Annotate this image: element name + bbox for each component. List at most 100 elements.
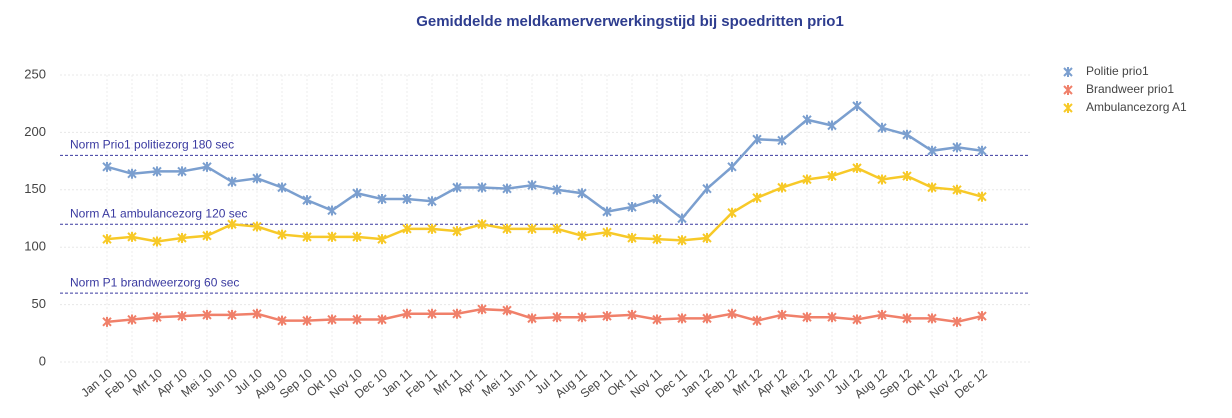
y-tick-label: 0	[39, 353, 46, 368]
point	[677, 313, 687, 324]
point	[252, 308, 262, 319]
point	[427, 196, 437, 207]
point	[827, 312, 837, 323]
point	[902, 171, 912, 182]
point	[777, 182, 787, 193]
y-tick-label: 50	[32, 296, 46, 311]
point	[977, 191, 987, 202]
point	[152, 236, 162, 247]
point	[402, 308, 412, 319]
point	[277, 182, 287, 193]
point	[602, 311, 612, 322]
point	[877, 122, 887, 133]
point	[152, 166, 162, 177]
point	[1063, 67, 1073, 77]
point	[227, 176, 237, 187]
point	[177, 233, 187, 244]
point	[652, 193, 662, 204]
point	[627, 233, 637, 244]
point	[752, 315, 762, 326]
point	[802, 114, 812, 125]
point	[552, 184, 562, 195]
point	[977, 311, 987, 322]
point	[552, 223, 562, 234]
point	[677, 235, 687, 246]
point	[227, 309, 237, 320]
point	[927, 145, 937, 156]
series-line	[106, 166, 983, 243]
point	[377, 193, 387, 204]
point	[502, 223, 512, 234]
point	[752, 134, 762, 145]
point	[577, 312, 587, 323]
point	[102, 316, 112, 327]
y-tick-label: 250	[24, 66, 46, 81]
point	[702, 183, 712, 194]
point	[427, 223, 437, 234]
point	[102, 234, 112, 245]
point	[777, 309, 787, 320]
reference-label: Norm Prio1 politiezorg 180 sec	[70, 138, 234, 152]
point	[527, 313, 537, 324]
point	[727, 207, 737, 218]
legend-label: Brandweer prio1	[1086, 82, 1174, 96]
point	[127, 314, 137, 325]
point	[377, 314, 387, 325]
point	[127, 231, 137, 242]
point	[952, 142, 962, 153]
point	[702, 313, 712, 324]
legend-label: Politie prio1	[1086, 64, 1149, 78]
point	[252, 221, 262, 232]
point	[302, 231, 312, 242]
point	[127, 168, 137, 179]
point	[527, 180, 537, 191]
point	[852, 314, 862, 325]
point	[777, 135, 787, 146]
point	[577, 188, 587, 199]
point	[802, 312, 812, 323]
point	[302, 195, 312, 206]
point	[602, 206, 612, 217]
point	[552, 312, 562, 323]
point	[577, 230, 587, 241]
point	[752, 192, 762, 203]
point	[452, 226, 462, 237]
point	[452, 308, 462, 319]
point	[202, 161, 212, 172]
point	[952, 316, 962, 327]
point	[402, 193, 412, 204]
point	[277, 229, 287, 240]
point	[102, 161, 112, 172]
point	[477, 182, 487, 193]
point	[877, 174, 887, 185]
point	[852, 162, 862, 173]
point	[327, 314, 337, 325]
point	[952, 184, 962, 195]
point	[852, 100, 862, 111]
chart-title: Gemiddelde meldkamerverwerkingstijd bij …	[416, 13, 844, 30]
point	[902, 313, 912, 324]
point	[902, 129, 912, 140]
point	[727, 308, 737, 319]
point	[477, 304, 487, 315]
point	[177, 311, 187, 322]
point	[877, 309, 887, 320]
point	[452, 182, 462, 193]
point	[252, 173, 262, 184]
point	[502, 305, 512, 316]
point	[302, 315, 312, 326]
point	[502, 183, 512, 194]
point	[352, 314, 362, 325]
point	[827, 171, 837, 182]
point	[602, 227, 612, 238]
point	[627, 202, 637, 213]
y-tick-label: 200	[24, 124, 46, 139]
point	[177, 166, 187, 177]
point	[727, 161, 737, 172]
point	[477, 219, 487, 230]
point	[652, 314, 662, 325]
point	[802, 174, 812, 185]
point	[702, 233, 712, 244]
point	[927, 182, 937, 193]
point	[352, 188, 362, 199]
